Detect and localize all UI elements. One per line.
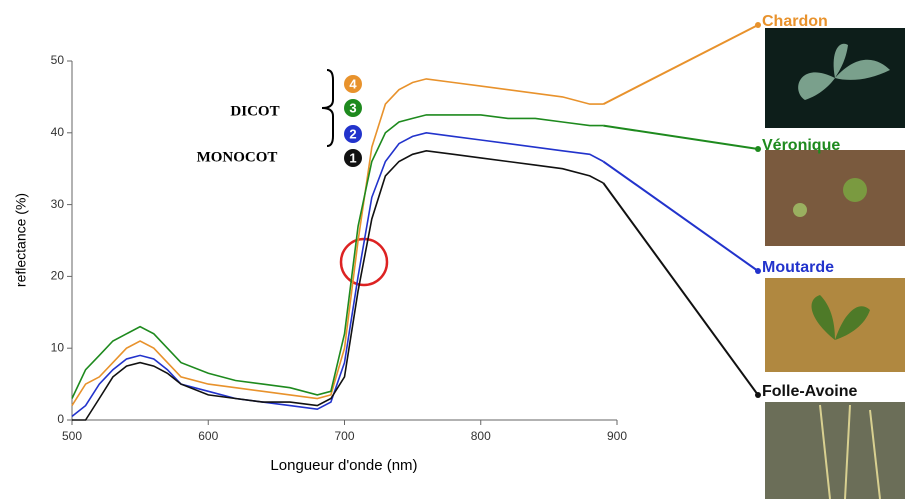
- badge: [344, 75, 362, 93]
- plant: [819, 404, 881, 499]
- photos: [765, 28, 905, 499]
- x-tick-label: 500: [62, 429, 82, 443]
- y-tick-label: 30: [51, 197, 65, 211]
- plant: [798, 43, 890, 100]
- series-line: [71, 78, 604, 407]
- badge: [344, 99, 362, 117]
- badge-label: 3: [349, 100, 356, 115]
- leader-line: [602, 24, 759, 105]
- plant: [843, 178, 867, 202]
- y-tick-label: 0: [57, 412, 64, 426]
- plant: [811, 295, 870, 340]
- badge-label: 1: [349, 150, 356, 165]
- leader-dot: [755, 146, 761, 152]
- annotation: MONOCOT: [197, 149, 278, 165]
- y-tick-label: 10: [51, 340, 65, 354]
- photo: [765, 402, 905, 499]
- legend-label: Véronique: [762, 137, 840, 154]
- y-axis-label: reflectance (%): [13, 193, 29, 287]
- x-tick-label: 900: [607, 429, 627, 443]
- leader-dot: [755, 392, 761, 398]
- series-line: [71, 131, 604, 418]
- x-tick-label: 600: [198, 429, 218, 443]
- photo: [765, 150, 905, 246]
- y-tick-label: 40: [51, 125, 65, 139]
- badge: [344, 125, 362, 143]
- leader-dot: [755, 268, 761, 274]
- leader-dot: [755, 22, 761, 28]
- x-axis-label: Longueur d'onde (nm): [270, 457, 417, 474]
- series-line: [72, 149, 604, 421]
- series-line: [71, 114, 604, 399]
- badge-label: 4: [349, 76, 357, 91]
- leader-line: [603, 124, 759, 150]
- legend-label: Moutarde: [762, 259, 834, 276]
- legend-label: Folle-Avoine: [762, 383, 858, 400]
- x-tick-label: 800: [471, 429, 491, 443]
- photo: [765, 278, 905, 372]
- badge-label: 2: [349, 126, 356, 141]
- x-tick-label: 700: [334, 429, 354, 443]
- y-tick-label: 20: [51, 269, 65, 283]
- leader-line: [602, 160, 759, 272]
- legend-label: Chardon: [762, 13, 828, 30]
- plant: [793, 203, 807, 217]
- annotation: DICOT: [230, 103, 279, 119]
- brace: [321, 69, 334, 147]
- y-tick-label: 50: [51, 53, 65, 67]
- leader-line: [602, 182, 759, 396]
- badge: [344, 149, 362, 167]
